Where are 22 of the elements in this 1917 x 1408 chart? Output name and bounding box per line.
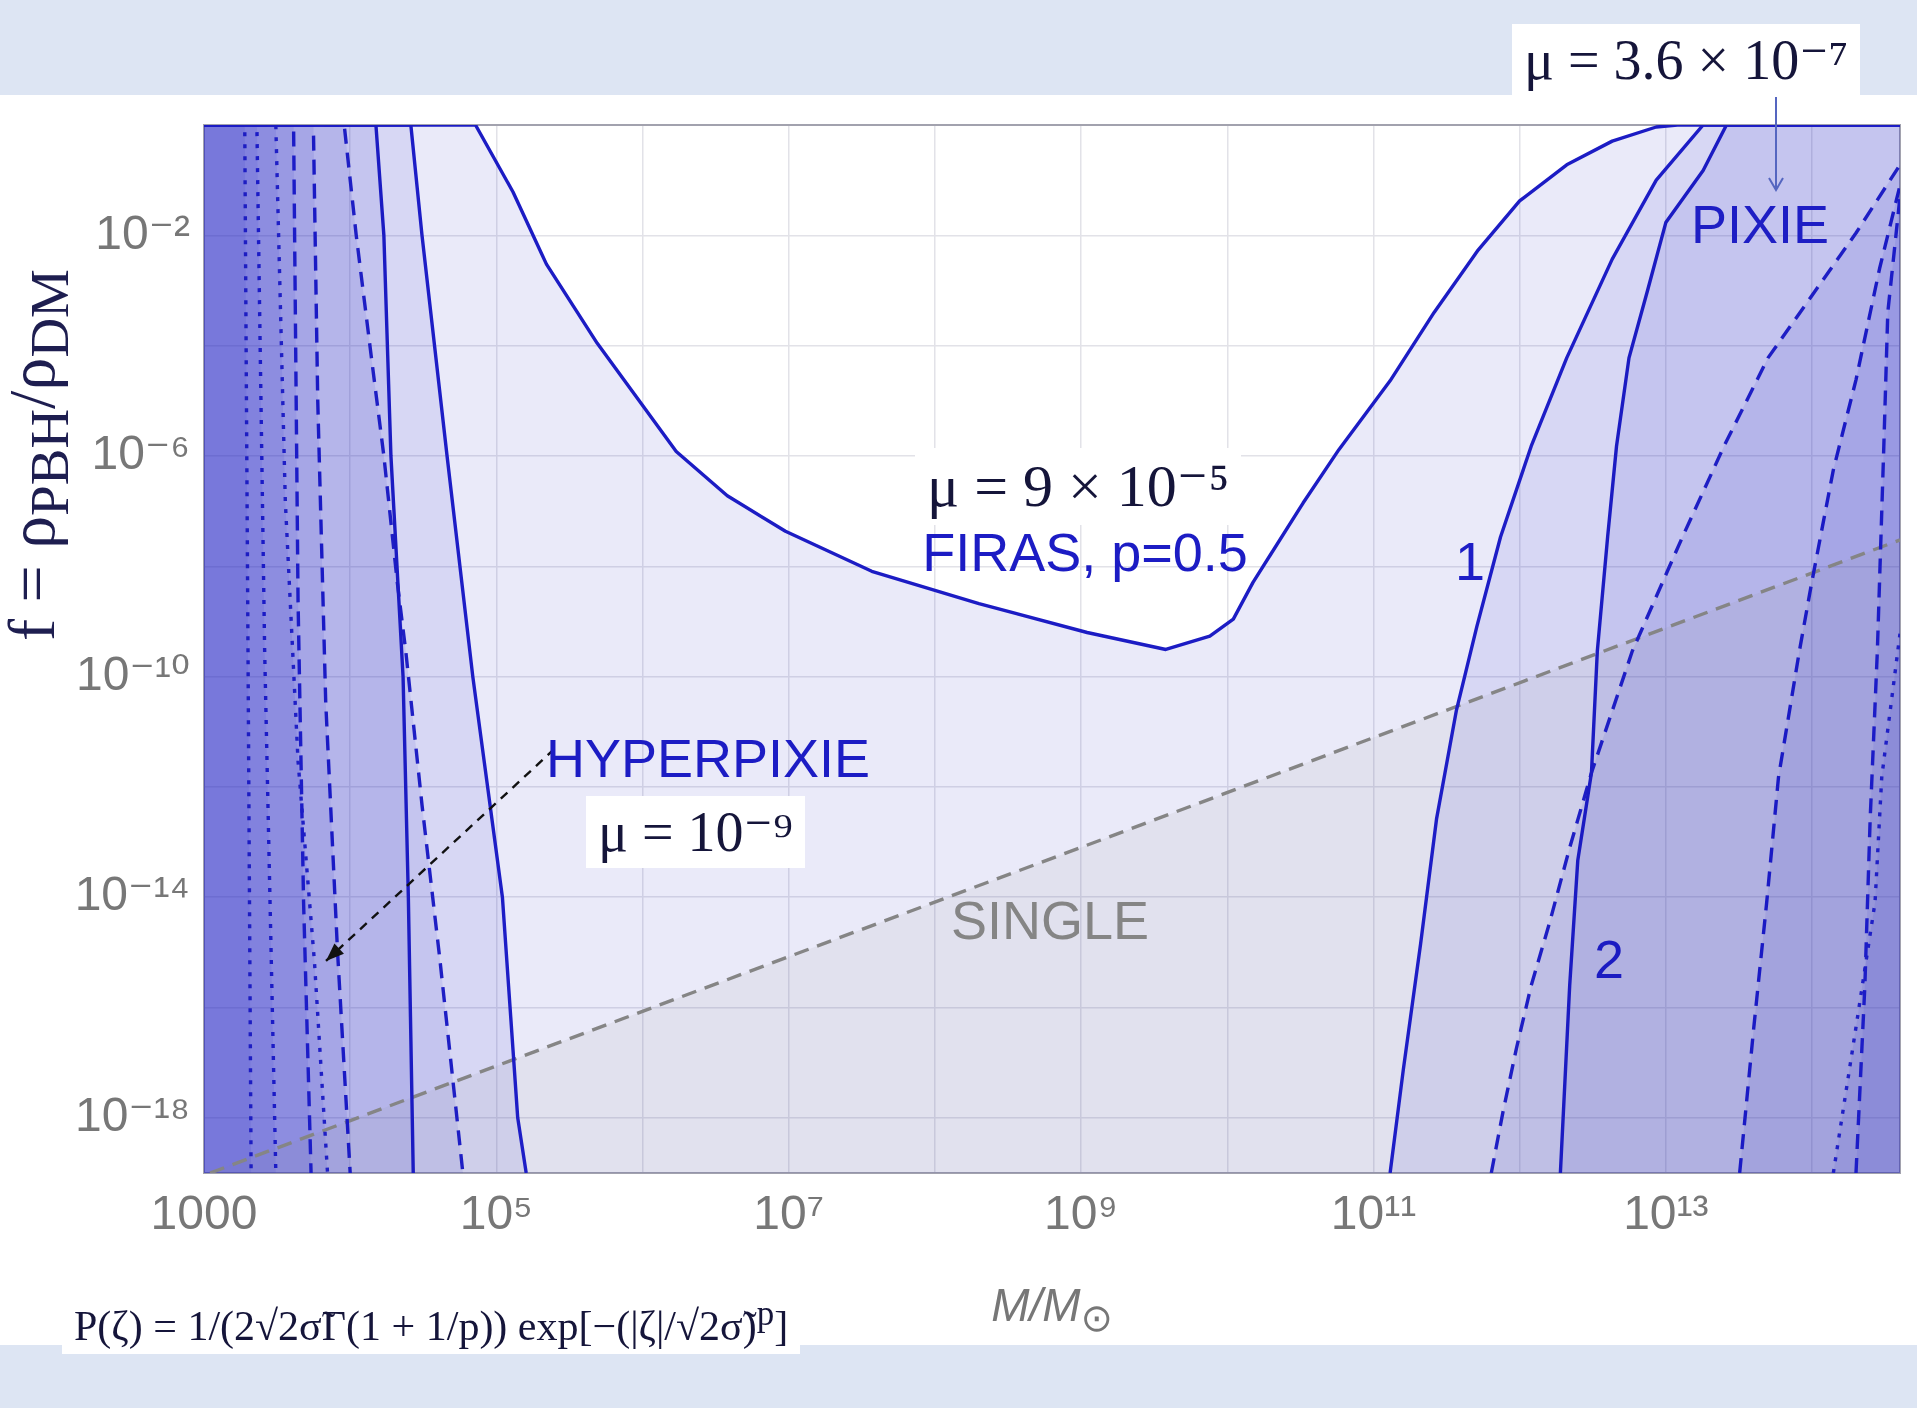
x-tick-label: 10⁹ <box>1044 1186 1119 1240</box>
y-tick-label: 10⁻⁶ <box>91 426 190 480</box>
annotation: μ = 10⁻⁹ <box>586 796 805 869</box>
x-tick-label: 10¹³ <box>1623 1186 1709 1240</box>
x-tick-label: 1000 <box>150 1186 258 1240</box>
text: P(ζ) = 1/(2√2σ̃Γ(1 + 1/p)) exp[−(|ζ|/√2σ̃)$^{p}$] <box>62 1290 801 1355</box>
series-label: PIXIE <box>1690 193 1830 254</box>
y-tick-label: 10⁻¹⁸ <box>75 1088 190 1142</box>
annotation: μ = 9 × 10⁻⁵ <box>927 453 1230 519</box>
series-label: 1 <box>1454 530 1486 591</box>
x-tick-label: 10⁵ <box>459 1186 534 1240</box>
y-tick-label: 10⁻² <box>95 205 191 259</box>
x-tick-label: 10¹¹ <box>1330 1186 1417 1240</box>
x-axis-title: M/M$_{⊙}$ <box>991 1279 1113 1340</box>
series-label: SINGLE <box>950 889 1150 950</box>
y-tick-label: 10⁻¹⁰ <box>76 646 190 700</box>
series-label: FIRAS, p=0.5 <box>922 521 1248 582</box>
y-tick-label: 10⁻¹⁴ <box>74 867 190 921</box>
annotation: HYPERPIXIE <box>546 727 871 790</box>
series-label: 2 <box>1593 928 1625 989</box>
x-tick-label: 10⁷ <box>753 1186 825 1240</box>
text: μ = 3.6 × 10⁻⁷ <box>1512 24 1861 97</box>
